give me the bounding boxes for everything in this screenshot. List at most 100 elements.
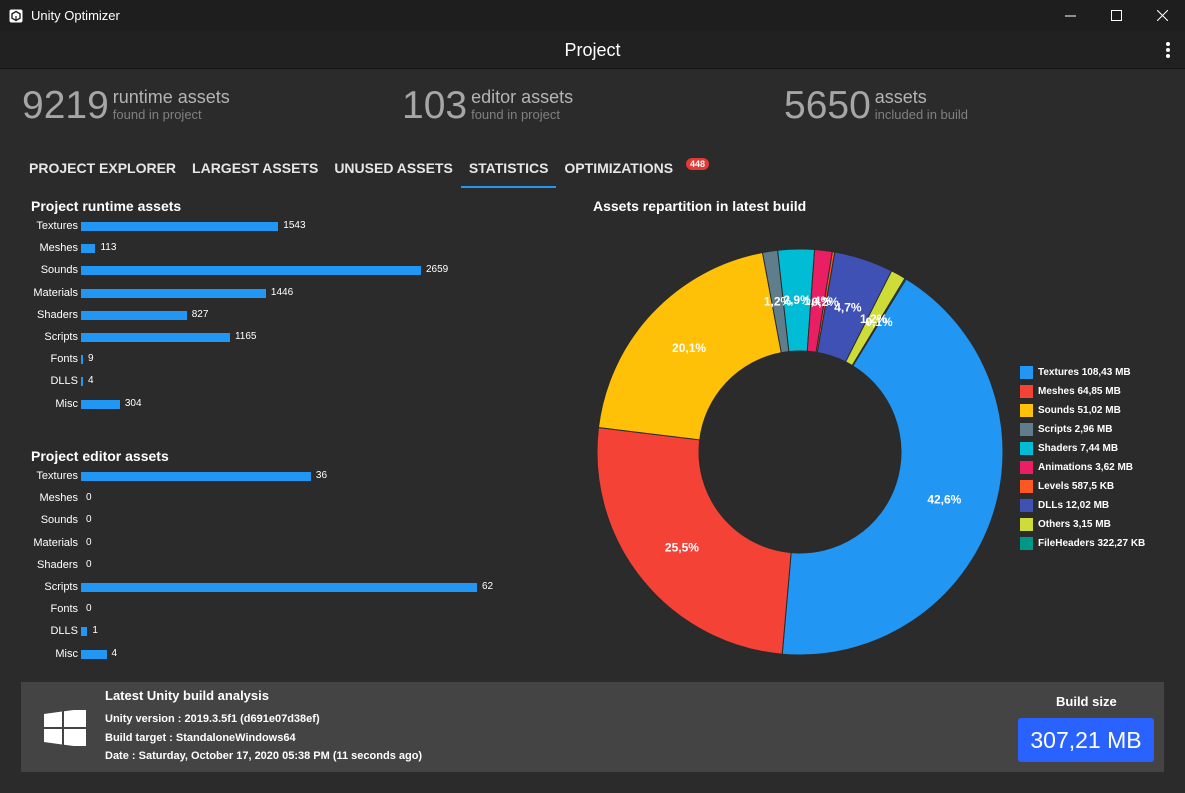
stat-sub: found in project [112,107,202,122]
runtime-row-fonts: Fonts 9 [0,351,560,367]
editor-row-materials: Materials 0 [0,535,560,551]
tab-optimizations[interactable]: OPTIMIZATIONS 448 [556,152,710,188]
maximize-button[interactable] [1093,0,1139,31]
bar [81,266,421,276]
slice-meshes[interactable] [596,426,792,655]
page-title: Project [564,40,621,60]
bar-label: Materials [33,286,78,299]
tab-unused-assets[interactable]: UNUSED ASSETS [334,160,453,176]
legend-item-meshes[interactable]: Meshes 64,85 MB [1020,382,1145,401]
legend-swatch [1020,442,1033,455]
legend-label: Others 3,15 MB [1038,519,1111,530]
stat-label: runtime assets [112,87,230,107]
slice-sounds[interactable] [597,251,782,441]
editor-row-fonts: Fonts 0 [0,601,560,617]
minimize-button[interactable] [1047,0,1093,31]
legend-item-levels[interactable]: Levels 587,5 KB [1020,477,1145,496]
legend-label: Textures 108,43 MB [1038,367,1131,378]
legend-item-animations[interactable]: Animations 3,62 MB [1020,458,1145,477]
bar-label: Fonts [50,603,78,616]
bar-label: DLLS [50,625,78,638]
runtime-row-textures: Textures 1543 [0,218,560,234]
legend-label: FileHeaders 322,27 KB [1038,538,1146,549]
window-title: Unity Optimizer [31,8,120,23]
bar [81,310,187,320]
tab-statistics[interactable]: STATISTICS [460,152,557,188]
bar [81,472,311,481]
runtime-row-dlls: DLLS 4 [0,373,560,389]
legend-swatch [1020,461,1033,474]
legend-swatch [1020,499,1033,512]
build-size-label: Build size [1056,694,1117,709]
editor-row-meshes: Meshes 0 [0,490,560,506]
bar [81,222,279,231]
legend-label: Levels 587,5 KB [1038,481,1115,492]
legend-swatch [1020,385,1033,398]
chart-legend: Textures 108,43 MB Meshes 64,85 MB Sounds … [1020,363,1145,553]
bar-value: 62 [482,581,494,592]
legend-swatch [1020,537,1033,550]
editor-row-misc: Misc 4 [0,646,560,662]
bar-value: 1543 [283,220,306,231]
editor-row-sounds: Sounds 0 [0,512,560,528]
close-button[interactable] [1139,0,1185,31]
bar-label: Meshes [39,242,78,255]
stat-build-assets: 5650 assets included in build [784,86,968,126]
legend-label: Shaders 7,44 MB [1038,443,1119,454]
build-analysis-panel: Latest Unity build analysis Unity versio… [21,682,1164,772]
bar [81,649,107,659]
more-menu-icon[interactable] [1165,41,1171,59]
build-analysis-title: Latest Unity build analysis [105,688,269,703]
tab-project-explorer[interactable]: PROJECT EXPLORER [29,160,177,176]
bar [81,399,120,409]
windows-logo-icon [44,710,86,746]
legend-label: DLLs 12,02 MB [1038,500,1110,511]
bar-label: Sounds [40,514,78,527]
bar-value: 9 [88,353,94,365]
legend-item-shaders[interactable]: Shaders 7,44 MB [1020,439,1145,458]
editor-row-shaders: Shaders 0 [0,557,560,573]
bar [81,355,83,365]
legend-swatch [1020,366,1033,379]
legend-item-dlls[interactable]: DLLs 12,02 MB [1020,496,1145,515]
slice-label-sounds: 20,1% [672,341,706,355]
legend-label: Animations 3,62 MB [1038,462,1134,473]
bar-label: Scripts [44,331,78,343]
legend-item-sounds[interactable]: Sounds 51,02 MB [1020,401,1145,420]
legend-item-others[interactable]: Others 3,15 MB [1020,515,1145,534]
bar-value: 1 [92,625,98,637]
tab-largest-assets[interactable]: LARGEST ASSETS [192,160,319,176]
stat-runtime-assets: 9219 runtime assets found in project [22,86,230,126]
bar-label: Textures [36,220,78,232]
bar-value: 827 [191,308,209,320]
bar [81,333,230,342]
slice-label-animations: 1,4% [804,294,832,308]
legend-swatch [1020,518,1033,531]
legend-item-textures[interactable]: Textures 108,43 MB [1020,363,1145,382]
tab-optimizations-label: OPTIMIZATIONS [564,160,674,176]
legend-label: Sounds 51,02 MB [1038,405,1121,416]
runtime-row-shaders: Shaders 827 [0,307,560,323]
build-target: Build target : StandaloneWindows64 [105,732,296,744]
editor-row-scripts: Scripts 62 [0,579,560,595]
legend-item-fileheaders[interactable]: FileHeaders 322,27 KB [1020,534,1145,553]
optimizations-count-badge: 448 [686,158,710,170]
slice-fileheaders[interactable] [851,277,907,367]
window-titlebar: Unity Optimizer [0,0,1185,31]
slice-label-textures: 42,6% [927,493,961,507]
slice-label-shaders: 2,9% [783,293,811,307]
legend-label: Scripts 2,96 MB [1038,424,1113,435]
stat-number: 5650 [784,84,871,127]
bar-value: 0 [86,603,92,615]
slice-textures[interactable] [781,278,1004,656]
build-size-value: 307,21 MB [1018,718,1154,762]
stat-label: editor assets [471,87,574,107]
bar-label: Meshes [39,492,78,505]
bar-value: 4 [88,375,94,387]
editor-assets-title: Project editor assets [31,448,169,464]
bar-label: Textures [36,470,78,482]
bar-label: Scripts [44,581,78,593]
close-icon [1156,10,1168,21]
legend-item-scripts[interactable]: Scripts 2,96 MB [1020,420,1145,439]
bar-value: 0 [86,492,92,504]
